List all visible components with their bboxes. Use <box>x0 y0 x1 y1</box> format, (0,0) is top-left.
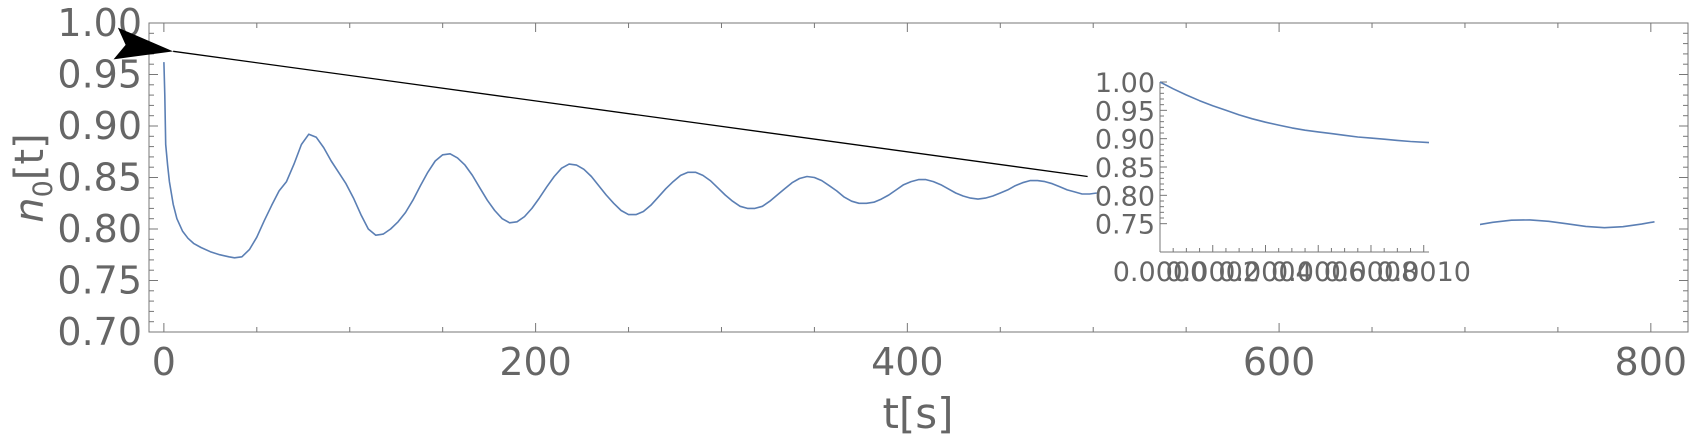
inset-y-tick-label: 0.80 <box>1095 181 1155 212</box>
y-axis-label-subscript: 0 <box>28 180 59 197</box>
x-tick-label: 0 <box>152 340 176 384</box>
x-tick-label: 600 <box>1243 340 1316 384</box>
y-tick-label: 0.90 <box>57 104 142 148</box>
inset-series-line-1 <box>1159 81 1430 144</box>
inset-y-tick-label: 0.90 <box>1095 125 1155 156</box>
y-tick-label: 0.70 <box>57 310 142 354</box>
x-axis-label: t[s] <box>882 389 953 438</box>
y-axis-label-base: n <box>7 197 53 222</box>
x-tick-label: 200 <box>499 340 572 384</box>
x-tick-label: 400 <box>871 340 944 384</box>
main-plot-area: 0 200 400 600 8000.700.750.800.850.900.951.0… <box>7 1 1689 438</box>
inset-x-tick-label: 0.0000 <box>1113 257 1207 288</box>
x-tick-label: 800 <box>1615 340 1688 384</box>
y-tick-label: 0.95 <box>57 53 142 97</box>
annotation-arrow <box>113 27 1088 178</box>
inset-y-tick-label: 1.00 <box>1095 68 1155 99</box>
y-tick-label: 0.85 <box>57 156 142 200</box>
y-axis-label-suffix: [t] <box>7 133 53 180</box>
annotation-layer <box>113 27 1088 178</box>
inset-y-tick-label: 0.95 <box>1095 96 1155 127</box>
inset-y-tick-label: 0.75 <box>1095 210 1155 241</box>
y-axis-label: n0[t] <box>7 133 59 222</box>
series-line-2 <box>1474 219 1655 229</box>
y-tick-label: 0.80 <box>57 207 142 251</box>
inset-x-tick-label: 0.0010 <box>1376 257 1470 288</box>
inset-x-tick-label: 0.0008 <box>1324 257 1418 288</box>
series-line-1 <box>163 62 1098 259</box>
inset-y-tick-label: 0.85 <box>1095 153 1155 184</box>
inset-x-tick-label: 0.0006 <box>1271 257 1365 288</box>
y-tick-label: 0.75 <box>57 259 142 303</box>
inset-x-tick-label: 0.0002 <box>1166 257 1260 288</box>
inset-x-tick-label: 0.0004 <box>1218 257 1312 288</box>
y-tick-label: 1.00 <box>57 1 142 45</box>
